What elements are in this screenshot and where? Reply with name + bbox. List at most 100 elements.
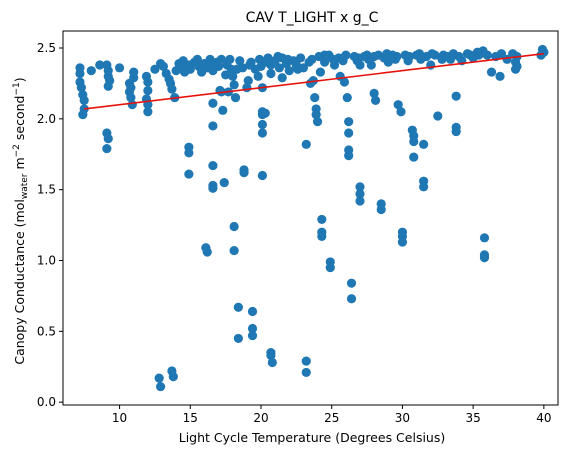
data-point [397,237,408,247]
data-point [158,61,169,72]
data-point [253,71,263,81]
data-point [496,49,507,59]
data-point [353,53,364,63]
data-point [257,119,268,130]
data-point [78,109,88,120]
y-tick-label: 2.5 [37,41,56,55]
data-point [382,49,392,59]
data-point [247,330,258,341]
data-point [344,128,354,138]
y-label-superscript-1: −2 [12,144,22,157]
x-tick-label: 40 [536,411,551,425]
data-point [301,367,311,378]
data-points [75,44,549,392]
data-point [95,60,105,70]
data-point [213,61,224,72]
y-label-prefix: Canopy Conductance (mol [12,199,27,365]
data-point [283,54,293,64]
data-point [472,47,482,57]
data-point [296,53,306,63]
y-axis-label: Canopy Conductance (molwater m−2 second−… [12,77,30,364]
data-point [344,117,354,127]
data-point [370,95,381,106]
data-point [267,357,277,368]
data-point [342,92,352,103]
y-label-mid2: second [12,96,27,145]
data-point [168,372,178,382]
data-point [305,78,316,89]
data-point [254,54,265,64]
y-tick-label: 2.0 [37,112,56,126]
data-point [235,56,245,66]
data-point [465,50,475,60]
data-point [396,107,406,117]
data-point [114,63,125,73]
data-point [419,139,429,149]
data-point [208,183,218,193]
data-point [284,66,294,76]
x-tick-label: 25 [324,411,339,425]
plot-frame [62,30,559,406]
data-point [208,121,218,131]
data-point [143,107,153,117]
data-point [167,84,177,94]
data-point [208,160,218,171]
data-point [508,49,518,59]
data-point [346,278,357,288]
data-point [233,333,243,344]
data-point [247,306,258,317]
data-point [202,63,212,73]
data-point [257,128,268,138]
y-label-superscript-2: −1 [12,82,22,95]
data-point [247,323,258,334]
data-point [362,50,372,60]
data-point [127,100,137,110]
data-point [75,68,85,79]
data-point [243,75,253,86]
data-point [262,57,272,67]
data-point [277,73,287,83]
data-point [126,92,136,103]
y-tick-label: 1.0 [37,254,56,268]
data-point [482,50,492,60]
data-point [230,92,241,103]
data-point [245,60,255,70]
x-axis-ticks: 10 15 20 25 30 35 40 [112,405,551,425]
data-point [414,49,424,59]
data-point [102,143,112,154]
data-point [232,64,242,74]
x-tick-label: 15 [183,411,198,425]
data-point [185,64,195,74]
data-point [536,50,546,60]
data-point [355,60,365,70]
data-point [335,71,345,81]
data-point [266,350,276,361]
data-point [366,60,376,70]
data-point [393,100,403,110]
data-point [239,168,249,178]
data-point [383,57,393,67]
chart-title: CAV T_LIGHT x g_C [246,10,379,26]
y-label-subscript: water [20,173,30,199]
x-axis-label: Light Cycle Temperature (Degrees Celsius… [179,430,446,445]
data-point [315,67,325,77]
data-point [301,356,311,366]
data-point [184,169,194,179]
data-point [208,98,218,108]
data-point [221,70,231,80]
x-tick-label: 30 [395,411,410,425]
data-point [409,136,419,147]
data-point [369,51,379,62]
data-point [86,66,96,76]
data-point [266,68,276,79]
x-tick-label: 10 [112,411,127,425]
data-point [307,54,317,64]
data-point [510,64,521,74]
data-point [355,182,365,192]
data-point [355,189,365,199]
data-point [310,92,320,103]
data-point [311,109,321,120]
data-point [438,50,449,60]
data-point [409,152,419,162]
